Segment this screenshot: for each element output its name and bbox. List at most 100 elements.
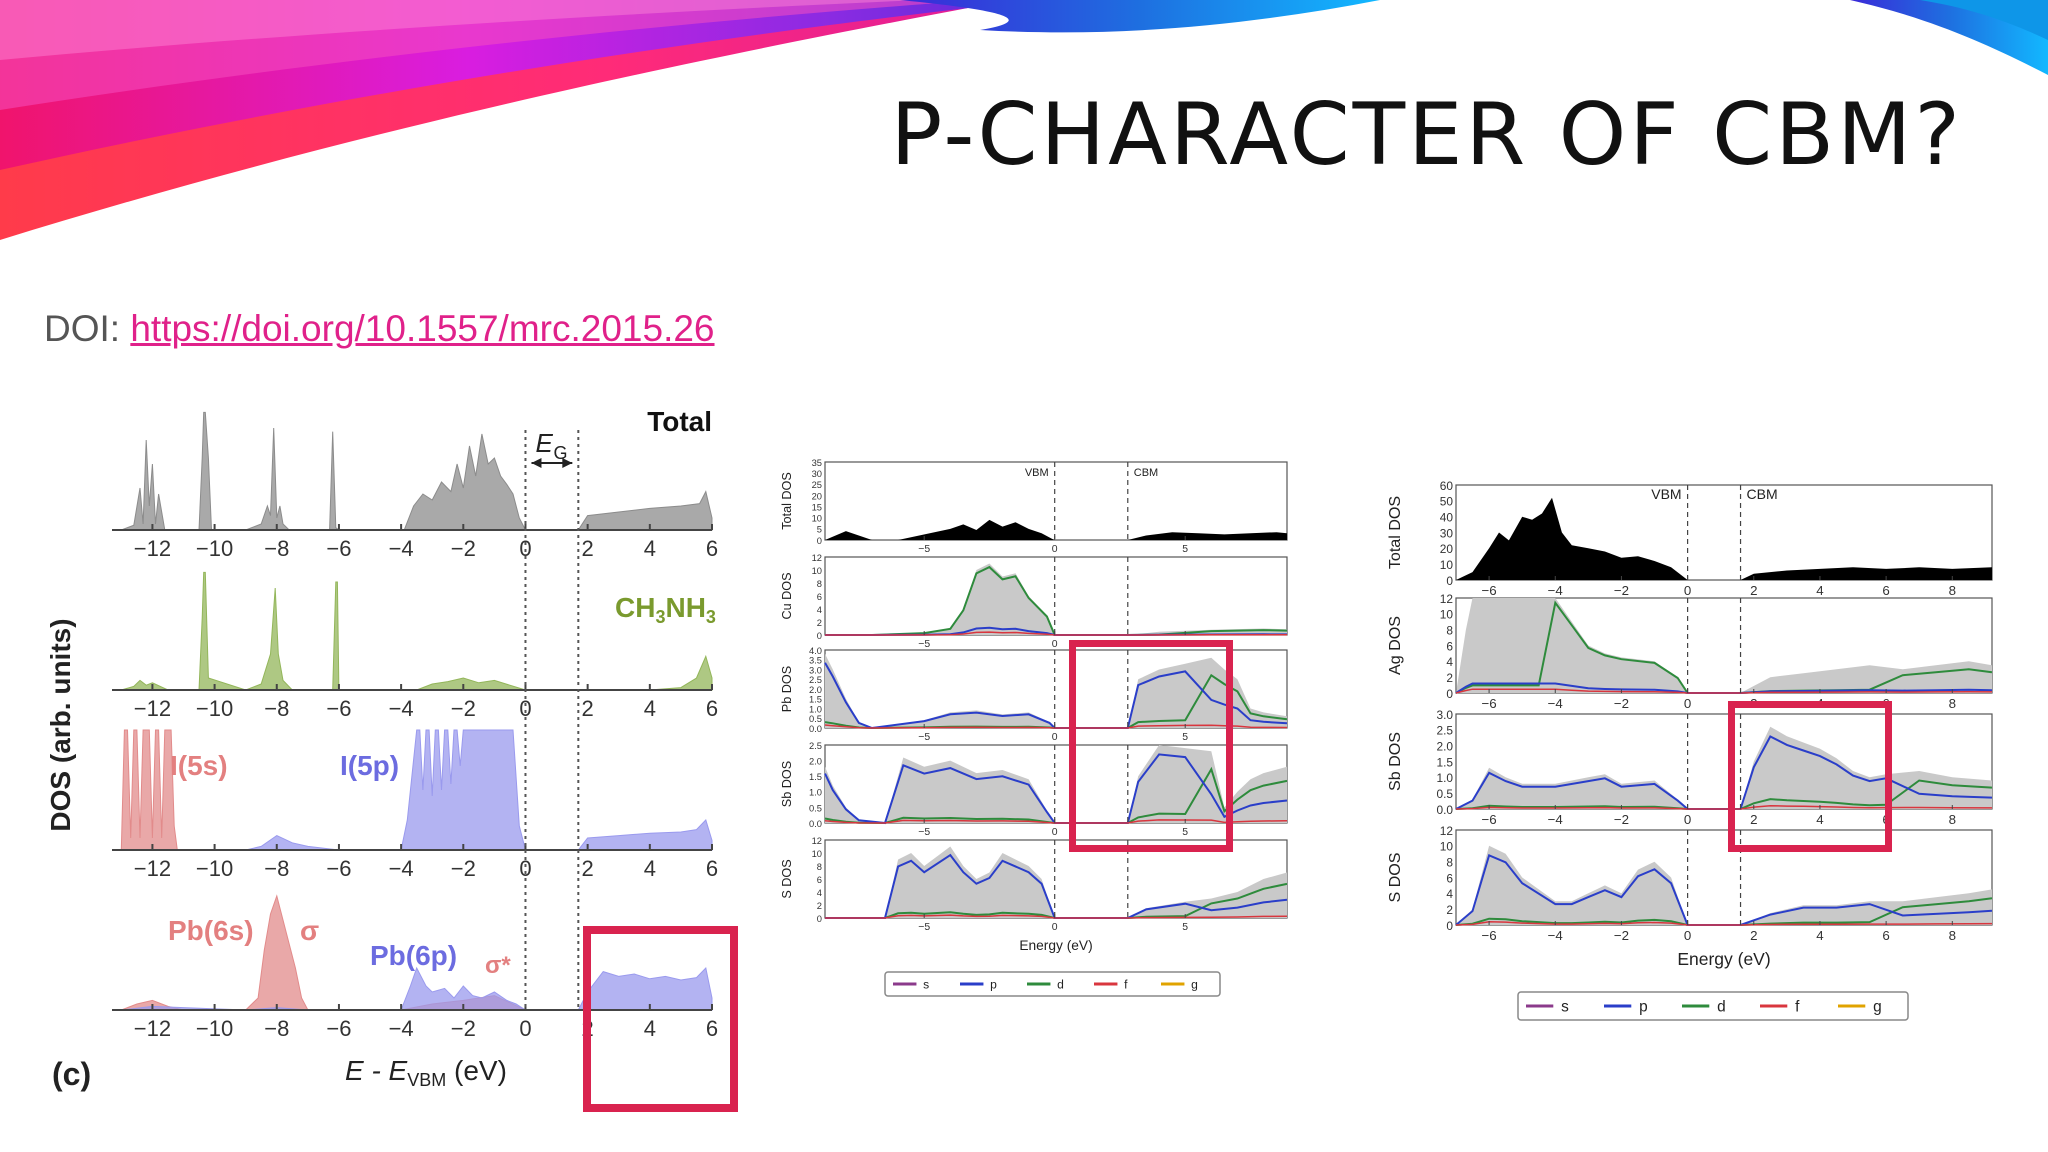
x-tick-label: −10	[196, 536, 233, 561]
y-tick-label: 5	[817, 525, 822, 535]
y-tick-label: 0.0	[809, 819, 822, 829]
x-tick-label: 4	[1816, 928, 1823, 943]
y-tick-label: 30	[1440, 526, 1454, 540]
x-tick-label: −8	[264, 696, 289, 721]
x-tick-label: −12	[134, 856, 171, 881]
y-tick-label: 0.5	[809, 714, 822, 724]
x-tick-label: −5	[918, 544, 930, 555]
x-tick-label: −6	[326, 1016, 351, 1041]
x-tick-label: −4	[389, 856, 414, 881]
y-tick-label: 2.5	[809, 675, 822, 685]
vbm-label: VBM	[1025, 467, 1049, 479]
dos-line-f-1	[825, 631, 1288, 636]
dos-line-d-1	[825, 565, 1288, 636]
y-axis-label-4: S DOS	[780, 859, 794, 898]
x-tick-label: −4	[389, 696, 414, 721]
y-tick-label: 0	[1446, 574, 1453, 588]
x-tick-label: −2	[451, 536, 476, 561]
y-tick-label: 15	[812, 502, 822, 512]
y-axis-label-0: Total DOS	[780, 472, 794, 530]
x-tick-label: 0	[519, 696, 531, 721]
dos-line-d-3	[1455, 897, 1993, 926]
x-tick-label: 6	[706, 856, 718, 881]
y-tick-label: 2.5	[809, 741, 822, 751]
y-tick-label: 0	[1446, 687, 1453, 701]
x-axis-label: E - EVBM (eV)	[345, 1055, 507, 1090]
y-tick-label: 3.0	[809, 665, 822, 675]
gap-arrow-heads	[531, 458, 573, 468]
legend-box	[1517, 991, 1909, 1021]
legend-label-g: g	[1191, 977, 1198, 991]
x-tick-label: 6	[706, 536, 718, 561]
gap-label-sub: G	[553, 443, 567, 463]
x-tick-label: −6	[326, 696, 351, 721]
y-tick-label: 6	[1446, 639, 1453, 653]
doi-line: DOI: https://doi.org/10.1557/mrc.2015.26	[44, 308, 715, 350]
vbm-label: VBM	[1651, 486, 1681, 502]
panel-label: (c)	[52, 1056, 91, 1092]
x-tick-label: 2	[582, 696, 594, 721]
y-tick-label: 12	[1440, 592, 1454, 606]
x-tick-label: −4	[389, 1016, 414, 1041]
highlight-box-cbm-fig2	[1069, 640, 1233, 852]
x-tick-label: 2	[1750, 583, 1757, 598]
y-tick-label: 4	[817, 605, 822, 615]
legend-label-p: p	[1639, 999, 1648, 1016]
x-tick-label: 2	[1750, 928, 1757, 943]
y-axis-label-1: Ag DOS	[1386, 616, 1404, 675]
y-tick-label: 2	[1446, 671, 1453, 685]
x-tick-label: 0	[1684, 928, 1691, 943]
total-dos-area	[1456, 497, 1992, 580]
x-tick-label: 0	[1052, 827, 1058, 838]
x-tick-label: 0	[519, 1016, 531, 1041]
dos-gray-area-3	[825, 745, 1287, 823]
x-tick-label: −4	[1548, 928, 1563, 943]
x-tick-label: −5	[918, 827, 930, 838]
x-tick-label: 6	[1882, 928, 1889, 943]
x-tick-label: −4	[1548, 583, 1563, 598]
dos-line-d-1	[1455, 600, 1993, 694]
legend-box	[884, 971, 1221, 997]
label-i5s: I(5s)	[170, 750, 228, 781]
subplot-frame-1	[824, 556, 1288, 636]
legend-label-s: s	[1561, 999, 1569, 1016]
x-tick-label: 8	[1949, 812, 1956, 827]
x-tick-label: 6	[706, 1016, 718, 1041]
x-tick-label: 4	[1816, 812, 1823, 827]
y-tick-label: 2.0	[809, 685, 822, 695]
doi-link[interactable]: https://doi.org/10.1557/mrc.2015.26	[130, 308, 715, 349]
y-tick-label: 12	[812, 553, 822, 563]
y-tick-label: 4.0	[809, 646, 822, 656]
y-tick-label: 0	[817, 536, 822, 546]
label-sigma: σ	[300, 915, 319, 946]
x-tick-label: −8	[264, 1016, 289, 1041]
y-tick-label: 0	[817, 631, 822, 641]
y-tick-label: 4	[817, 888, 822, 898]
y-tick-label: 0.0	[809, 724, 822, 734]
x-tick-label: 8	[1949, 928, 1956, 943]
x-tick-label: −2	[451, 856, 476, 881]
x-tick-label: 5	[1182, 922, 1188, 933]
x-tick-label: −4	[1548, 696, 1563, 711]
dos-line-p-3	[1455, 853, 1993, 926]
x-axis-label: Energy (eV)	[1019, 938, 1092, 953]
x-tick-label: −6	[1482, 812, 1497, 827]
y-tick-label: 10	[1440, 608, 1454, 622]
y-tick-label: 0.5	[1436, 787, 1453, 801]
x-tick-label: 0	[1052, 639, 1058, 650]
x-tick-label: 8	[1949, 696, 1956, 711]
x-tick-label: 6	[1882, 583, 1889, 598]
y-tick-label: 8	[817, 862, 822, 872]
dos-line-f-3	[1455, 921, 1993, 926]
dos-gray-area-4	[825, 846, 1287, 918]
y-tick-label: 2	[1446, 903, 1453, 917]
dos-gray-area-2	[825, 653, 1287, 728]
y-tick-label: 1.0	[809, 704, 822, 714]
y-tick-label: 1.0	[809, 788, 822, 798]
x-tick-label: 4	[644, 1016, 656, 1041]
x-tick-label: −4	[389, 536, 414, 561]
x-tick-label: 4	[1816, 583, 1823, 598]
cbm-label: CBM	[1134, 467, 1158, 479]
label-total: Total	[647, 406, 712, 437]
